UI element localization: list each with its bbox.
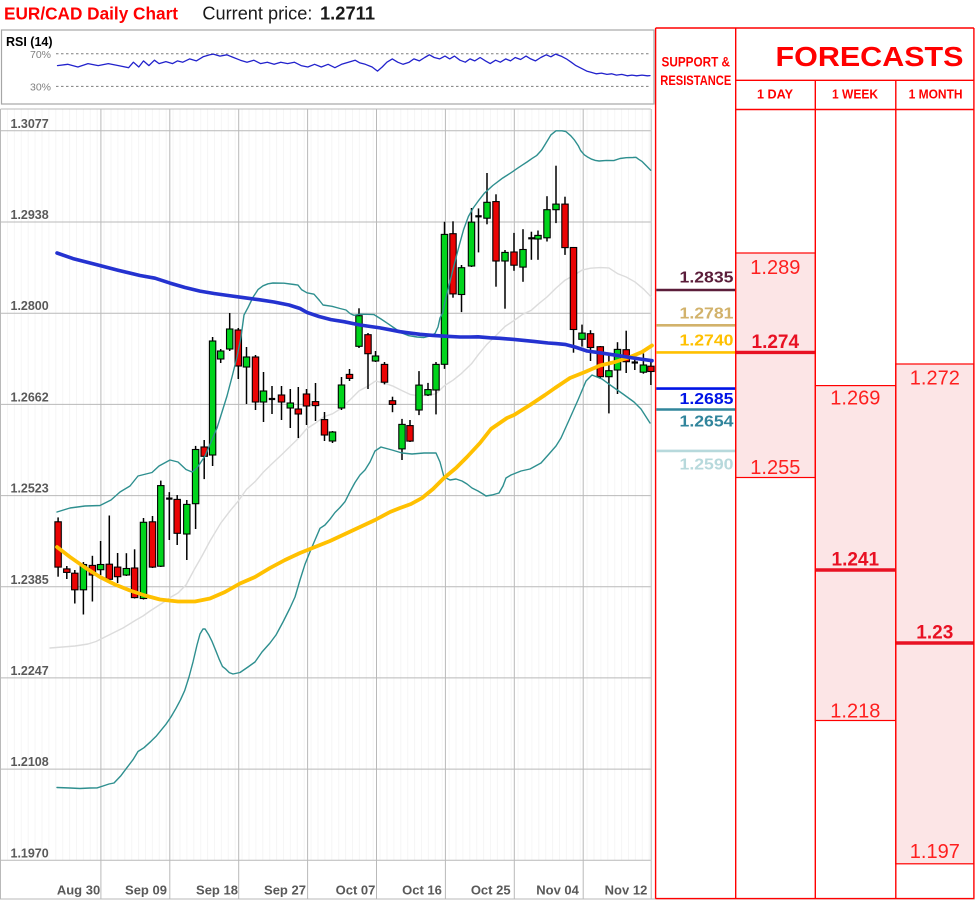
svg-text:1.218: 1.218: [830, 701, 880, 723]
svg-text:30%: 30%: [30, 82, 51, 94]
svg-text:1.2590: 1.2590: [680, 457, 734, 474]
svg-text:1.2835: 1.2835: [680, 270, 734, 287]
svg-text:1.2800: 1.2800: [11, 298, 49, 313]
svg-text:1.274: 1.274: [752, 332, 800, 353]
svg-text:RSI (14): RSI (14): [6, 35, 53, 49]
svg-text:Nov 04: Nov 04: [536, 883, 579, 898]
svg-text:Nov 12: Nov 12: [605, 883, 648, 898]
svg-text:1.2523: 1.2523: [11, 481, 49, 496]
svg-text:1.2740: 1.2740: [680, 333, 734, 350]
svg-text:1.2711: 1.2711: [320, 4, 375, 24]
svg-text:RESISTANCE: RESISTANCE: [660, 72, 731, 88]
svg-text:1.241: 1.241: [832, 550, 880, 571]
svg-text:EUR/CAD Daily Chart: EUR/CAD Daily Chart: [4, 4, 178, 24]
svg-text:1.269: 1.269: [830, 388, 880, 410]
svg-text:1 DAY: 1 DAY: [757, 86, 793, 101]
svg-text:1.289: 1.289: [750, 257, 800, 279]
svg-text:1 WEEK: 1 WEEK: [832, 86, 879, 101]
svg-text:1.255: 1.255: [750, 457, 800, 479]
svg-text:1.197: 1.197: [910, 841, 960, 863]
svg-text:1.2662: 1.2662: [11, 389, 49, 404]
svg-text:1 MONTH: 1 MONTH: [909, 86, 963, 101]
svg-text:Oct 25: Oct 25: [471, 883, 511, 898]
svg-text:Aug 30: Aug 30: [57, 883, 100, 898]
svg-text:1.2385: 1.2385: [11, 572, 49, 587]
svg-text:Sep 27: Sep 27: [264, 883, 306, 898]
svg-text:1.2247: 1.2247: [11, 663, 49, 678]
svg-text:Oct 16: Oct 16: [402, 883, 442, 898]
svg-text:Sep 18: Sep 18: [196, 883, 238, 898]
svg-text:Oct 07: Oct 07: [336, 883, 376, 898]
svg-text:1.2938: 1.2938: [11, 207, 49, 222]
svg-text:1.2781: 1.2781: [680, 306, 734, 323]
svg-text:1.3077: 1.3077: [11, 116, 49, 131]
svg-text:Current price:: Current price:: [202, 4, 312, 24]
svg-text:1.23: 1.23: [916, 623, 953, 644]
svg-text:Sep 09: Sep 09: [125, 883, 167, 898]
svg-text:1.2654: 1.2654: [680, 414, 734, 431]
svg-text:1.2108: 1.2108: [11, 754, 49, 769]
svg-text:70%: 70%: [30, 49, 51, 61]
svg-text:1.1970: 1.1970: [11, 845, 49, 860]
svg-text:SUPPORT &: SUPPORT &: [662, 54, 731, 70]
svg-text:1.2685: 1.2685: [680, 391, 734, 408]
svg-text:1.272: 1.272: [910, 368, 960, 390]
svg-text:FORECASTS: FORECASTS: [776, 41, 964, 72]
